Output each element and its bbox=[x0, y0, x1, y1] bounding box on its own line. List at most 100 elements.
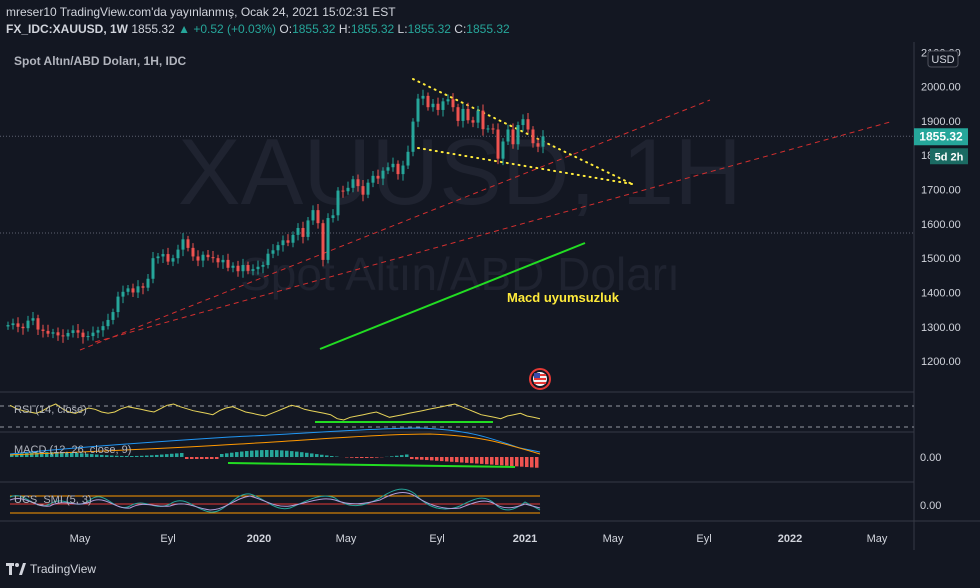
macd-bar bbox=[140, 455, 144, 457]
low-value: 1855.32 bbox=[407, 22, 451, 36]
lower-red-trendline[interactable] bbox=[94, 121, 891, 343]
macd-bar bbox=[240, 451, 244, 457]
candle bbox=[131, 283, 135, 297]
price-chart[interactable]: XAUUSD, 1H Spot Altın/ABD Doları Spot Al… bbox=[0, 42, 980, 554]
upper-red-trendline[interactable] bbox=[79, 99, 711, 351]
macd-divergence-line[interactable] bbox=[227, 462, 516, 468]
candle bbox=[51, 328, 55, 339]
x-tick-label: May bbox=[70, 533, 91, 545]
macd-bar bbox=[20, 453, 24, 457]
macd-bar bbox=[360, 457, 364, 458]
candle bbox=[211, 250, 215, 263]
candle bbox=[46, 324, 50, 338]
macd-histogram bbox=[10, 450, 539, 468]
candle bbox=[126, 284, 130, 296]
wedge-lower-line[interactable] bbox=[417, 147, 633, 185]
macd-bar bbox=[355, 457, 359, 458]
macd-bar bbox=[85, 453, 89, 457]
candle bbox=[256, 260, 260, 275]
macd-bar bbox=[315, 454, 319, 457]
us-flag-icon[interactable] bbox=[529, 368, 551, 390]
candle bbox=[366, 179, 370, 199]
y-tick-label: 1300.00 bbox=[921, 322, 961, 334]
candle bbox=[501, 138, 505, 166]
candle bbox=[61, 329, 65, 343]
macd-bar bbox=[440, 457, 444, 462]
macd-bar bbox=[430, 457, 434, 461]
candle bbox=[321, 219, 325, 267]
macd-bar bbox=[120, 455, 124, 457]
candle bbox=[136, 280, 140, 298]
macd-bar bbox=[450, 457, 454, 462]
candle bbox=[516, 121, 520, 150]
macd-bar bbox=[25, 452, 29, 457]
candle bbox=[401, 160, 405, 181]
macd-bar bbox=[100, 454, 104, 457]
macd-bar bbox=[160, 454, 164, 457]
x-tick-label: May bbox=[603, 533, 624, 545]
candle bbox=[341, 185, 345, 198]
macd-label: MACD (12, 26, close, 9) bbox=[14, 444, 131, 456]
x-tick-label: May bbox=[336, 533, 357, 545]
candle bbox=[386, 162, 390, 175]
candle bbox=[526, 113, 530, 133]
x-tick-label: Eyl bbox=[160, 533, 175, 545]
candle bbox=[36, 314, 40, 336]
candle bbox=[206, 249, 210, 261]
macd-bar bbox=[165, 454, 169, 457]
macd-bar bbox=[40, 452, 44, 457]
macd-bar bbox=[265, 450, 269, 457]
macd-bar bbox=[480, 457, 484, 464]
macd-bar bbox=[305, 452, 309, 457]
macd-bar bbox=[155, 454, 159, 457]
macd-bar bbox=[460, 457, 464, 463]
macd-bar bbox=[330, 456, 334, 457]
macd-bar bbox=[320, 454, 324, 457]
macd-bar bbox=[510, 457, 514, 466]
macd-bar bbox=[55, 452, 59, 457]
candle bbox=[426, 92, 430, 111]
candle bbox=[271, 244, 275, 259]
macd-bar bbox=[445, 457, 449, 462]
macd-bar bbox=[250, 450, 254, 457]
candle bbox=[106, 313, 110, 330]
candle bbox=[266, 248, 270, 269]
macd-bar bbox=[495, 457, 499, 465]
candle bbox=[111, 308, 115, 325]
macd-bar bbox=[35, 452, 39, 457]
candle bbox=[76, 324, 80, 339]
candle bbox=[191, 243, 195, 261]
macd-bar bbox=[125, 455, 129, 457]
candle bbox=[496, 123, 500, 165]
candle bbox=[281, 235, 285, 252]
macd-bar bbox=[110, 455, 114, 457]
y-tick-label: 1200.00 bbox=[921, 356, 961, 368]
macd-bar bbox=[185, 457, 189, 459]
macd-bar bbox=[520, 457, 524, 467]
divergence-trendline[interactable] bbox=[319, 242, 586, 350]
macd-bar bbox=[130, 455, 134, 457]
y-tick-label: 1900.00 bbox=[921, 116, 961, 128]
x-tick-label: 2021 bbox=[513, 533, 537, 545]
macd-pane[interactable]: MACD (12, 26, close, 9) 0.00 bbox=[9, 427, 941, 468]
open-value: 1855.32 bbox=[292, 22, 336, 36]
macd-bar bbox=[435, 457, 439, 461]
candle bbox=[146, 273, 150, 292]
macd-bar bbox=[535, 457, 539, 468]
candle bbox=[196, 250, 200, 267]
candle bbox=[291, 231, 295, 248]
currency-button[interactable] bbox=[927, 50, 959, 68]
macd-bar bbox=[525, 457, 529, 468]
currency-label: USD bbox=[931, 54, 954, 66]
open-label: O: bbox=[279, 22, 293, 36]
macd-bar bbox=[505, 457, 509, 466]
candle bbox=[66, 329, 70, 340]
macd-bar bbox=[280, 450, 284, 457]
rsi-pane[interactable]: RSI (14, close) bbox=[0, 403, 914, 428]
candle bbox=[296, 223, 300, 241]
macd-bar bbox=[70, 452, 74, 457]
y-tick-label: 2000.00 bbox=[921, 82, 961, 94]
smi-pane[interactable]: UCS_SMI (5, 3) 0.00 bbox=[9, 488, 941, 514]
candle bbox=[241, 258, 245, 278]
candle bbox=[491, 123, 495, 134]
